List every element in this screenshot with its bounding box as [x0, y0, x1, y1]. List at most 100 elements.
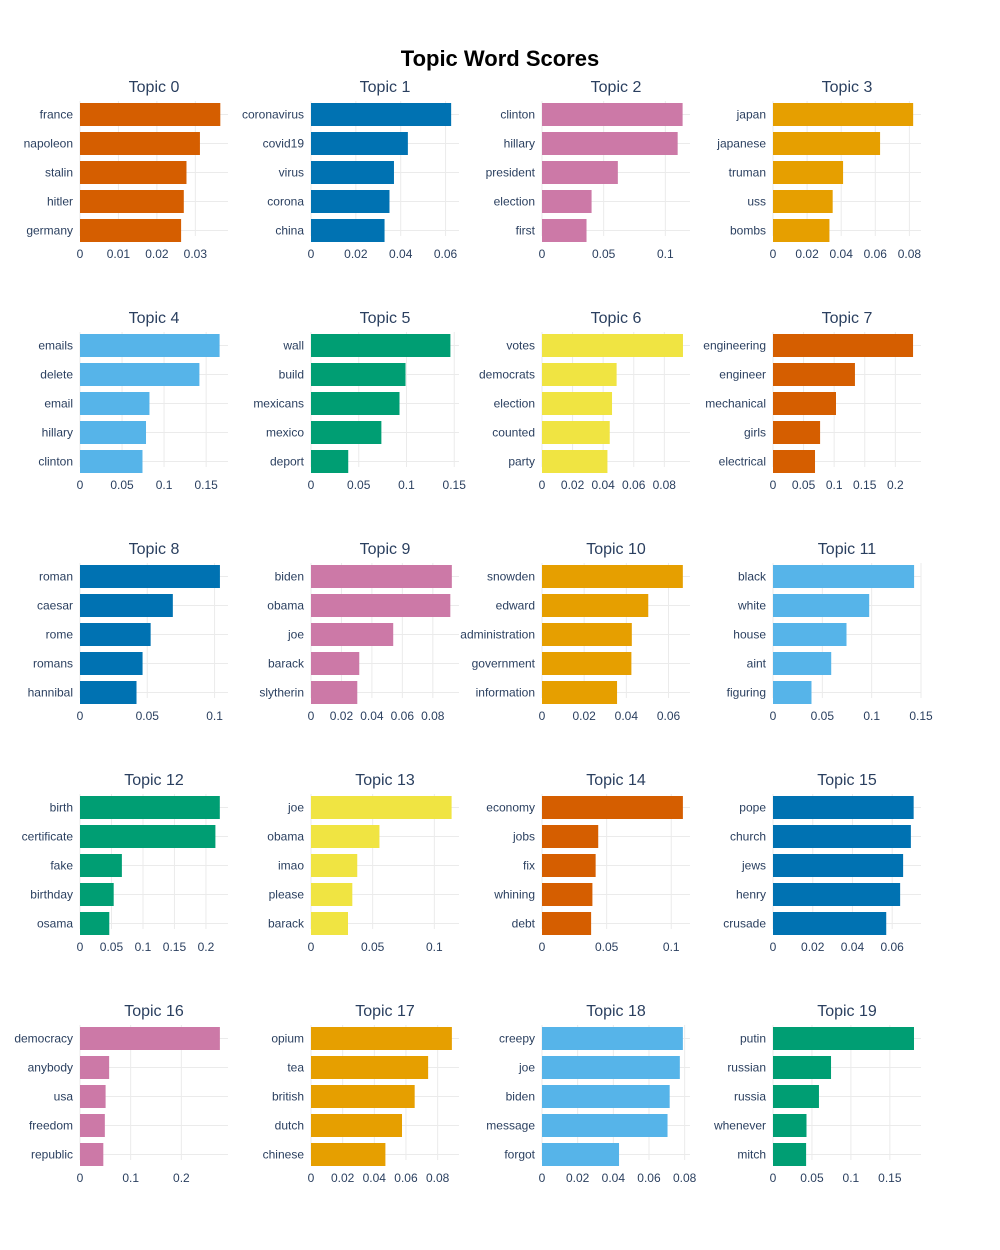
bar-henry — [773, 883, 901, 906]
x-tick-label: 0.04 — [602, 1171, 626, 1185]
word-label: henry — [736, 888, 766, 902]
bar-message — [542, 1114, 668, 1137]
word-label: jobs — [512, 830, 535, 844]
x-tick-label: 0.2 — [173, 1171, 190, 1185]
word-label: rome — [46, 628, 74, 642]
x-tick-label: 0.1 — [657, 247, 674, 261]
bar-fake — [80, 854, 122, 877]
bar-japan — [773, 103, 914, 126]
word-label: creepy — [499, 1032, 535, 1046]
word-label: joe — [287, 628, 304, 642]
bar-mitch — [773, 1143, 807, 1166]
panel-topic-7: 0 0.05 0.1 0.15 0.2 engineering engineer mechan… — [703, 310, 921, 492]
x-tick-label: 0 — [539, 1171, 546, 1185]
word-label: biden — [275, 570, 304, 584]
bar-aint — [773, 652, 832, 675]
bar-whining — [542, 883, 593, 906]
chart-title: Topic Word Scores — [401, 46, 599, 71]
bar-engineer — [773, 363, 855, 386]
word-label: hitler — [47, 195, 73, 209]
word-label: joe — [518, 1061, 535, 1075]
word-label: france — [40, 108, 74, 122]
x-tick-label: 0.08 — [653, 478, 677, 492]
x-tick-label: 0.05 — [136, 709, 160, 723]
word-label: email — [44, 397, 73, 411]
panel-topic-3: 0 0.02 0.04 0.06 0.08 japan japanese truman uss b… — [716, 79, 921, 261]
panel-topic-8: 0 0.05 0.1 roman caesar rome romans hannibal Top… — [28, 541, 228, 723]
word-label: delete — [40, 368, 73, 382]
word-label: anybody — [28, 1061, 73, 1075]
x-tick-label: 0.05 — [811, 709, 835, 723]
word-label: mexicans — [253, 397, 304, 411]
bar-democrats — [542, 363, 617, 386]
x-tick-label: 0 — [308, 247, 315, 261]
bar-napoleon — [80, 132, 200, 155]
x-tick-label: 0.04 — [360, 709, 384, 723]
word-label: message — [486, 1119, 535, 1133]
x-tick-label: 0.05 — [110, 478, 134, 492]
bar-economy — [542, 796, 683, 819]
x-tick-label: 0 — [539, 940, 546, 954]
bar-usa — [80, 1085, 106, 1108]
x-tick-label: 0.06 — [391, 709, 415, 723]
bar-republic — [80, 1143, 104, 1166]
bar-hillary — [542, 132, 678, 155]
panel-title: Topic 8 — [129, 541, 180, 558]
bar-joe — [542, 1056, 680, 1079]
x-tick-label: 0.02 — [330, 709, 354, 723]
bar-engineering — [773, 334, 914, 357]
panel-title: Topic 19 — [817, 1003, 877, 1020]
word-label: clinton — [38, 455, 73, 469]
bar-caesar — [80, 594, 173, 617]
word-label: japanese — [716, 137, 766, 151]
x-tick-label: 0.06 — [394, 1171, 418, 1185]
x-tick-label: 0.1 — [135, 940, 152, 954]
word-label: debt — [512, 917, 536, 931]
x-tick-label: 0.05 — [595, 940, 619, 954]
word-label: germany — [26, 224, 73, 238]
x-tick-label: 0 — [77, 247, 84, 261]
bar-osama — [80, 912, 110, 935]
word-label: church — [730, 830, 766, 844]
panel-title: Topic 6 — [591, 310, 642, 327]
panel-topic-15: 0 0.02 0.04 0.06 pope church jews henry crusade T… — [723, 772, 921, 954]
x-tick-label: 0 — [308, 709, 315, 723]
word-label: democrats — [479, 368, 535, 382]
bar-virus — [311, 161, 394, 184]
x-tick-label: 0.02 — [331, 1171, 355, 1185]
word-label: tea — [287, 1061, 304, 1075]
bar-china — [311, 219, 385, 242]
word-label: first — [516, 224, 536, 238]
word-label: romans — [33, 657, 73, 671]
x-tick-label: 0 — [77, 478, 84, 492]
x-tick-label: 0.08 — [426, 1171, 450, 1185]
panel-title: Topic 1 — [360, 79, 411, 96]
bar-clinton — [542, 103, 683, 126]
bar-romans — [80, 652, 143, 675]
word-label: uss — [747, 195, 766, 209]
bar-bombs — [773, 219, 830, 242]
panel-title: Topic 17 — [355, 1003, 415, 1020]
bar-jobs — [542, 825, 599, 848]
bar-build — [311, 363, 406, 386]
bar-chinese — [311, 1143, 386, 1166]
bar-certificate — [80, 825, 216, 848]
x-tick-label: 0.02 — [344, 247, 368, 261]
word-label: engineering — [703, 339, 766, 353]
x-tick-label: 0.1 — [843, 1171, 860, 1185]
word-label: russian — [727, 1061, 766, 1075]
bar-barack — [311, 912, 348, 935]
bar-forgot — [542, 1143, 620, 1166]
word-label: election — [494, 397, 535, 411]
bar-emails — [80, 334, 220, 357]
x-tick-label: 0.08 — [421, 709, 445, 723]
bar-hannibal — [80, 681, 137, 704]
x-tick-label: 0.02 — [561, 478, 585, 492]
bar-dutch — [311, 1114, 403, 1137]
word-label: deport — [270, 455, 305, 469]
word-label: forgot — [504, 1148, 535, 1162]
bar-corona — [311, 190, 390, 213]
word-label: usa — [54, 1090, 74, 1104]
x-tick-label: 0.15 — [443, 478, 467, 492]
word-label: japan — [736, 108, 766, 122]
